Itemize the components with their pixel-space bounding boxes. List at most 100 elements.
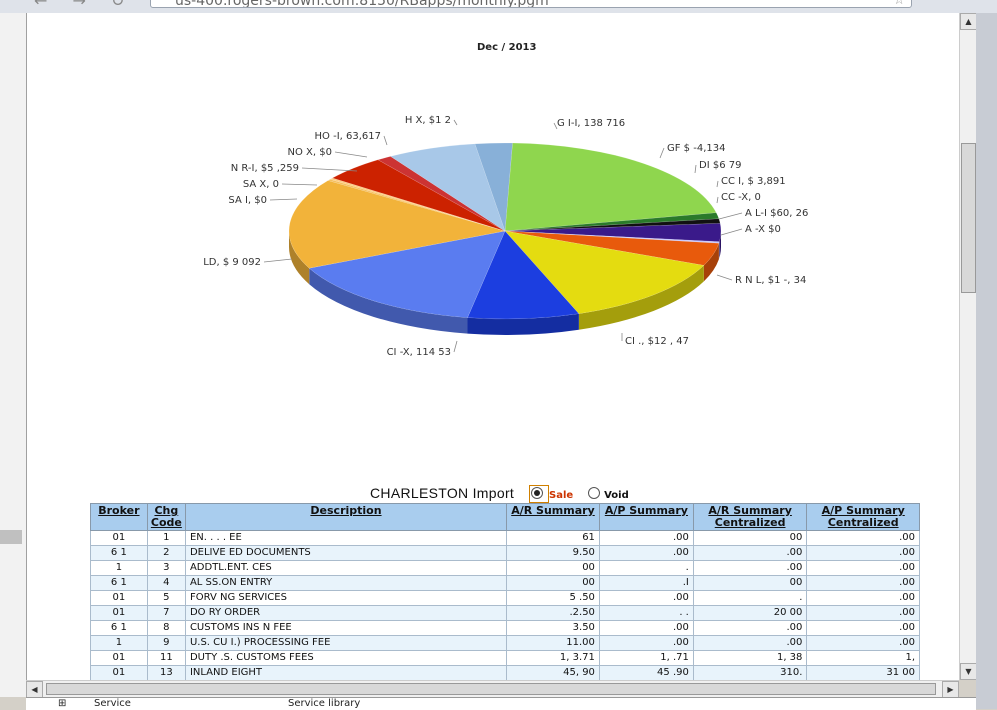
ar-centralized-cell: 1, 38: [693, 651, 807, 666]
pie-leader-line: [264, 259, 292, 262]
description-cell: INLAND EIGHT: [185, 666, 506, 681]
broker-cell: 1: [91, 636, 148, 651]
address-bar[interactable]: us-400.rogers-brown.com:8150/RBapps/mont…: [150, 0, 912, 8]
horizontal-scrollbar[interactable]: ◀ ▶: [26, 680, 959, 698]
column-header-broker[interactable]: Broker: [91, 504, 148, 531]
ar-summary-cell: 5 .50: [507, 591, 600, 606]
pie-leader-line: [660, 148, 664, 158]
broker-cell: 6 1: [91, 621, 148, 636]
summary-table: Broker Chg Code Description A/R Summary …: [90, 503, 920, 680]
pie-leader-line: [384, 136, 387, 145]
vertical-scroll-thumb[interactable]: [961, 143, 976, 293]
ap-summary-cell: .00: [599, 621, 693, 636]
broker-cell: 01: [91, 531, 148, 546]
column-header-ar-summary[interactable]: A/R Summary: [507, 504, 600, 531]
pie-leader-line: [695, 165, 696, 173]
status-strip: ⊞ Service Service library: [26, 697, 976, 710]
pie-slice-label: CI ., $12 , 47: [625, 336, 689, 347]
horizontal-scroll-thumb[interactable]: [46, 683, 936, 695]
description-cell: DELIVE ED DOCUMENTS: [185, 546, 506, 561]
ap-centralized-cell: .00: [807, 621, 920, 636]
pie-slice-label: N R-I, $5 ,259: [231, 163, 299, 174]
ap-centralized-cell: .00: [807, 531, 920, 546]
ar-centralized-cell: 20 00: [693, 606, 807, 621]
ap-summary-cell: 45 .90: [599, 666, 693, 681]
chg-code-cell: 13: [147, 666, 185, 681]
vertical-scrollbar[interactable]: ▲ ▼: [959, 13, 977, 680]
column-header-chg-code[interactable]: Chg Code: [147, 504, 185, 531]
sale-radio[interactable]: [531, 487, 543, 499]
pie-leader-line: [282, 184, 317, 185]
ap-summary-cell: .I: [599, 576, 693, 591]
bookmark-star-icon[interactable]: ☆: [893, 0, 905, 8]
import-header: CHARLESTON Import Sale Void: [370, 485, 629, 502]
pie-leader-line: [335, 152, 367, 157]
pie-leader-line: [717, 181, 718, 187]
ap-summary-cell: .00: [599, 546, 693, 561]
description-cell: DO RY ORDER: [185, 606, 506, 621]
pie-slice-label: A L-I $60, 26: [745, 208, 808, 219]
scroll-left-icon[interactable]: ◀: [26, 681, 43, 698]
ar-centralized-cell: 00: [693, 531, 807, 546]
scroll-down-icon[interactable]: ▼: [960, 663, 977, 680]
pie-slice-label: LD, $ 9 092: [203, 257, 261, 268]
broker-cell: 6 1: [91, 576, 148, 591]
pie-slice-label: SA X, 0: [243, 179, 279, 190]
description-cell: EN. . . . EE: [185, 531, 506, 546]
chg-code-cell: 9: [147, 636, 185, 651]
tree-expander-icon[interactable]: ⊞: [58, 698, 66, 709]
broker-cell: 01: [91, 606, 148, 621]
chg-code-cell: 3: [147, 561, 185, 576]
pie-slice-label: A -X $0: [745, 224, 781, 235]
status-left-text: Service: [94, 698, 131, 709]
pie-slice-label: R N L, $1 -, 34: [735, 275, 806, 286]
column-header-description[interactable]: Description: [185, 504, 506, 531]
pie-leader-line: [719, 213, 742, 219]
ar-summary-cell: 00: [507, 561, 600, 576]
ap-centralized-cell: .00: [807, 591, 920, 606]
description-cell: DUTY .S. CUSTOMS FEES: [185, 651, 506, 666]
ar-centralized-cell: 00: [693, 576, 807, 591]
pie-leader-line: [721, 229, 742, 235]
ap-summary-cell: .00: [599, 591, 693, 606]
column-header-ap-centralized[interactable]: A/P Summary Centralized: [807, 504, 920, 531]
column-header-ap-summary[interactable]: A/P Summary: [599, 504, 693, 531]
pie-leader-line: [717, 275, 732, 280]
side-panel-tab[interactable]: [0, 530, 22, 544]
chg-code-cell: 7: [147, 606, 185, 621]
ar-centralized-cell: .00: [693, 561, 807, 576]
ar-summary-cell: 45, 90: [507, 666, 600, 681]
ap-centralized-cell: .00: [807, 576, 920, 591]
ar-centralized-cell: 310.: [693, 666, 807, 681]
ap-summary-cell: . .: [599, 606, 693, 621]
pie-slice-label: NO X, $0: [288, 147, 332, 158]
pie-leader-line: [454, 120, 457, 125]
chg-code-cell: 11: [147, 651, 185, 666]
scroll-up-icon[interactable]: ▲: [960, 13, 977, 30]
description-cell: U.S. CU I.) PROCESSING FEE: [185, 636, 506, 651]
broker-cell: 01: [91, 591, 148, 606]
ar-summary-cell: 1, 3.71: [507, 651, 600, 666]
description-cell: CUSTOMS INS N FEE: [185, 621, 506, 636]
scroll-right-icon[interactable]: ▶: [942, 681, 959, 698]
description-cell: AL SS.ON ENTRY: [185, 576, 506, 591]
ar-summary-cell: 11.00: [507, 636, 600, 651]
status-right-text: Service library: [288, 698, 360, 709]
ap-centralized-cell: 1,: [807, 651, 920, 666]
sale-radio-label[interactable]: Sale: [549, 490, 573, 501]
description-cell: FORV NG SERVICES: [185, 591, 506, 606]
browser-toolbar: ← → ↻ ⌂ us-400.rogers-brown.com:8150/RBa…: [0, 0, 997, 13]
ap-centralized-cell: .00: [807, 636, 920, 651]
void-radio[interactable]: [588, 487, 600, 499]
column-header-ar-centralized[interactable]: A/R Summary Centralized: [693, 504, 807, 531]
void-radio-label[interactable]: Void: [604, 490, 629, 501]
ap-summary-cell: .00: [599, 636, 693, 651]
pie-slice-label: GF $ -4,134: [667, 143, 725, 154]
right-window-frame: [976, 13, 997, 709]
chg-code-cell: 4: [147, 576, 185, 591]
pie-slice-label: HO -I, 63,617: [315, 131, 381, 142]
ar-centralized-cell: .00: [693, 636, 807, 651]
